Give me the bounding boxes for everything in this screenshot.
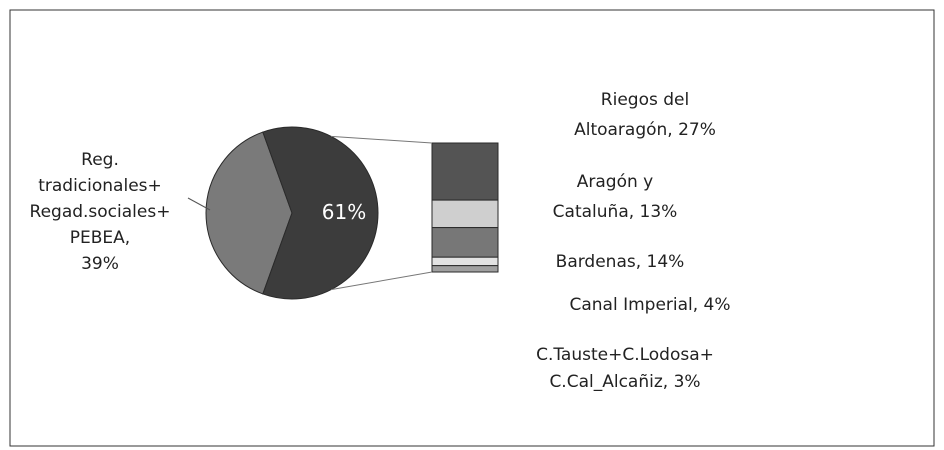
label-line: 39% <box>81 254 119 274</box>
data-label: 61% <box>322 200 366 224</box>
leader-line <box>187 197 211 211</box>
data-label: Bardenas, 14% <box>556 252 685 272</box>
bar-segment <box>431 142 499 201</box>
data-label: Aragón y Cataluña, 13% <box>553 172 678 222</box>
label-line: tradicionales+ <box>38 176 162 196</box>
label-line: Aragón y <box>577 172 653 192</box>
pie-slice <box>205 131 293 295</box>
connector-line <box>330 135 433 144</box>
label-line: Canal Imperial, 4% <box>569 295 730 315</box>
data-label: Riegos del Altoaragón, 27% <box>574 90 716 140</box>
pie-slice <box>262 126 379 300</box>
data-label: Canal Imperial, 4% <box>569 295 730 315</box>
label-line: 61% <box>322 200 366 224</box>
label-line: Altoaragón, 27% <box>574 120 716 140</box>
label-line: PEBEA, <box>70 228 130 248</box>
label-line: Reg. <box>81 150 119 170</box>
bar-segment <box>431 199 499 229</box>
data-label: C.Tauste+C.Lodosa+ C.Cal_Alcañiz, 3% <box>536 345 714 392</box>
label-line: C.Tauste+C.Lodosa+ <box>536 345 714 365</box>
data-label: Reg. tradicionales+ Regad.sociales+ PEBEA, 3… <box>30 150 171 274</box>
label-line: Regad.sociales+ <box>30 202 171 222</box>
label-line: Cataluña, 13% <box>553 202 678 222</box>
label-line: Bardenas, 14% <box>556 252 685 272</box>
label-line: Riegos del <box>601 90 689 110</box>
label-line: C.Cal_Alcañiz, 3% <box>549 372 700 392</box>
bar-segment <box>431 265 499 273</box>
bar-segment <box>431 227 499 258</box>
connector-line <box>330 271 433 291</box>
bar-segment <box>431 256 499 267</box>
